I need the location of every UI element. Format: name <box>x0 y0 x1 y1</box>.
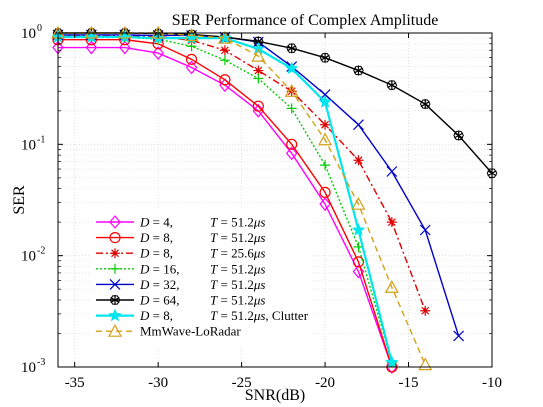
data-point <box>285 146 298 161</box>
y-tick-label: 10 <box>21 360 36 376</box>
x-axis-label: SNR(dB) <box>245 387 305 404</box>
data-point <box>251 48 266 62</box>
data-point <box>286 103 297 114</box>
data-point <box>217 30 232 44</box>
data-point-outline <box>286 43 298 53</box>
y-tick-label-exponent: -3 <box>37 357 45 368</box>
plot-frame <box>57 32 493 368</box>
data-point <box>253 73 264 84</box>
legend-entry-label: D = 8, T = 25.6μs <box>139 246 265 261</box>
legend-marker <box>107 323 123 337</box>
legend-marker <box>110 295 120 305</box>
data-point-outline <box>386 80 398 90</box>
legend-entry-label: D = 32, T = 51.2μs <box>139 277 265 292</box>
x-tick-label: -10 <box>482 375 502 391</box>
legend-marker <box>109 278 121 290</box>
data-point-outline <box>486 168 498 178</box>
data-point <box>453 330 465 342</box>
data-point <box>85 40 98 55</box>
data-point <box>419 224 431 236</box>
data-point <box>251 41 266 55</box>
x-tick-label: -25 <box>232 375 252 391</box>
data-point <box>185 53 198 65</box>
data-point <box>287 43 297 54</box>
data-point <box>420 305 431 316</box>
data-point <box>352 256 365 268</box>
legend-box <box>91 210 311 347</box>
data-point <box>118 40 131 55</box>
data-point <box>351 222 366 236</box>
data-point <box>184 28 199 42</box>
x-tick-label: -30 <box>148 375 168 391</box>
data-point <box>387 80 397 91</box>
legend-marker <box>110 248 120 259</box>
data-point <box>353 65 364 76</box>
data-point <box>351 196 366 210</box>
data-point <box>185 60 198 75</box>
legend-marker-outline <box>109 295 121 305</box>
data-point-outline <box>319 53 331 63</box>
data-point <box>418 357 433 371</box>
y-tick-label-exponent: -2 <box>37 246 45 257</box>
series-line-3 <box>58 35 393 363</box>
x-tick-label: -35 <box>65 375 85 391</box>
x-tick-label: -20 <box>315 375 335 391</box>
data-point <box>353 119 364 131</box>
y-tick-label-exponent: -1 <box>37 134 45 145</box>
x-tick-label: -15 <box>399 375 419 391</box>
data-point <box>320 119 331 130</box>
data-point <box>284 61 299 75</box>
data-point <box>252 100 264 112</box>
data-point <box>219 74 231 86</box>
data-point <box>252 103 265 118</box>
data-point <box>353 155 364 166</box>
legend-marker <box>109 232 121 244</box>
y-tick-label: 10 <box>21 249 36 265</box>
data-point <box>453 130 464 141</box>
y-tick-label: 10 <box>21 26 36 42</box>
data-point <box>318 132 333 146</box>
legend-entry-label: MmWave-LoRadar <box>140 324 241 339</box>
data-point <box>219 45 230 56</box>
legend-marker <box>109 215 121 229</box>
legend-entry-label: D = 8, T = 51.2μs <box>139 230 265 245</box>
legend-marker <box>108 308 122 322</box>
data-point-outline <box>252 36 264 47</box>
data-point <box>320 52 330 63</box>
data-point <box>284 83 299 97</box>
legend-marker <box>110 263 120 274</box>
legend-entry-label: D = 4, T = 51.2μs <box>139 215 265 230</box>
legend-entry-label: D = 8, T = 51.2μs, Clutter <box>139 308 309 323</box>
data-point <box>386 217 397 228</box>
data-point-outline <box>353 65 364 76</box>
data-point-outline <box>453 130 464 141</box>
data-point-outline <box>419 99 431 109</box>
chart-title: SER Performance of Complex Amplitude <box>172 12 439 29</box>
data-point <box>352 264 365 279</box>
y-axis-label: SER <box>11 185 28 215</box>
legend-entry-label: D = 64, T = 51.2μs <box>139 293 265 308</box>
data-point <box>186 41 197 52</box>
y-tick-label-exponent: 0 <box>37 23 42 34</box>
data-point <box>385 355 399 369</box>
data-point <box>286 138 298 150</box>
data-point <box>319 186 331 199</box>
data-point <box>152 46 164 61</box>
data-point <box>386 166 398 177</box>
data-point <box>384 280 399 293</box>
data-point <box>253 65 264 76</box>
data-point <box>319 197 331 212</box>
data-point <box>318 94 332 108</box>
series-line-1 <box>58 39 393 368</box>
legend-entry-label: D = 16, T = 51.2μs <box>139 261 265 276</box>
data-point <box>219 55 230 66</box>
y-tick-label: 10 <box>21 137 36 153</box>
data-point <box>320 160 331 171</box>
data-point <box>420 99 430 110</box>
